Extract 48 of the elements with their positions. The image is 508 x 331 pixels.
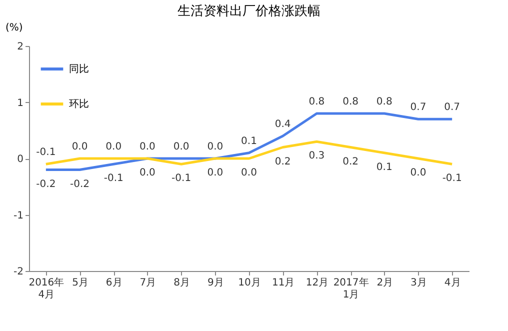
y-axis-title: (%) (6, 22, 23, 34)
x-tick-label: 5月 (72, 278, 88, 288)
data-label: 0.0 (207, 142, 224, 152)
data-label: 0.0 (207, 168, 224, 178)
y-tick-label: 1 (17, 98, 24, 109)
legend-label: 同比 (69, 63, 89, 75)
data-label: 0.0 (173, 142, 190, 152)
data-label: -0.1 (172, 173, 192, 184)
data-label: 0.1 (376, 162, 392, 173)
data-label: -0.2 (70, 178, 90, 190)
data-label: -0.1 (36, 147, 56, 158)
chart-title: 生活资料出厂价格涨跌幅 (178, 4, 320, 19)
data-label: 0.8 (342, 96, 358, 108)
data-label: 0.7 (444, 102, 460, 114)
data-label: 0.0 (140, 168, 156, 178)
x-tick-label: 2017年 1月 (333, 276, 369, 300)
data-label: 0.0 (140, 142, 156, 152)
data-label: 0.8 (376, 96, 392, 108)
y-tick-label: -2 (14, 266, 24, 278)
data-label: 0.0 (241, 168, 257, 178)
data-label: -0.1 (442, 173, 462, 184)
x-tick-label: 2月 (376, 278, 394, 288)
data-label: 0.8 (308, 96, 325, 108)
x-tick-label: 6月 (106, 278, 122, 288)
data-label: -0.2 (36, 178, 56, 190)
data-label: -0.1 (104, 173, 124, 184)
x-tick-label: 11月 (272, 278, 295, 288)
x-tick-label: 8月 (174, 278, 190, 288)
x-tick-label: 10月 (238, 278, 261, 288)
data-label: 0.0 (410, 168, 426, 178)
y-tick-label: -1 (14, 210, 24, 222)
y-tick-label: 0 (17, 154, 24, 165)
data-label: 0.7 (410, 102, 426, 114)
data-label: 0.3 (308, 150, 325, 162)
data-label: 0.4 (274, 119, 291, 130)
y-tick-label: 2 (17, 42, 24, 52)
data-label: 0.2 (274, 156, 291, 168)
legend-label: 环比 (69, 98, 89, 110)
x-tick-label: 12月 (306, 278, 329, 288)
data-label: 0.0 (106, 142, 122, 152)
x-tick-label: 3月 (410, 278, 427, 288)
data-label: 0.0 (72, 142, 88, 152)
data-label: 0.2 (342, 156, 358, 168)
x-tick-label: 2016年 4月 (28, 276, 64, 300)
x-tick-label: 9月 (207, 278, 224, 288)
x-tick-label: 7月 (140, 278, 156, 288)
x-tick-label: 4月 (444, 278, 461, 288)
data-label: 0.1 (241, 136, 257, 147)
